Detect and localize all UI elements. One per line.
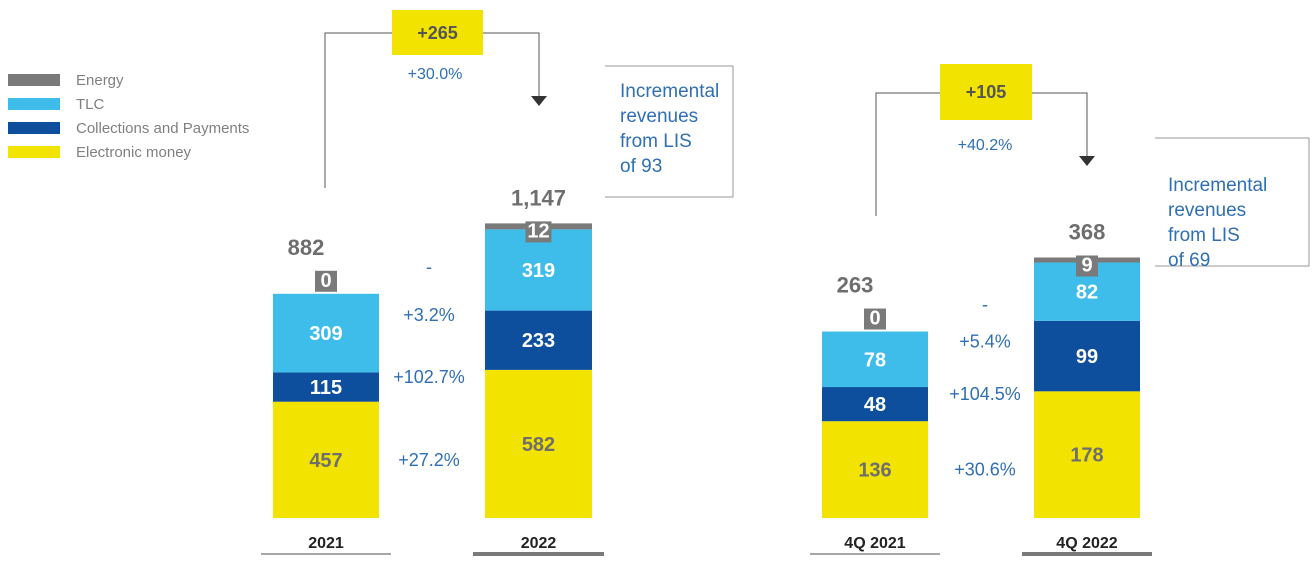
legend-label-energy: Energy [76, 72, 124, 89]
quarterly-value-4q-2022-electronic-money: 178 [1070, 445, 1103, 467]
annual-energy-value-2021: 0 [320, 270, 331, 292]
quarterly-total-4q-2022: 368 [1069, 219, 1106, 244]
annual-change-tlc: +3.2% [403, 305, 455, 325]
annual-total-2022: 1,147 [511, 185, 566, 210]
quarterly-delta-box [940, 64, 1032, 120]
legend-label-collections-and-payments: Collections and Payments [76, 120, 249, 137]
annual-panel: 457 115 309 0 882 2021 582 233 319 12 1,147 2022 - +3… [261, 10, 734, 556]
quarterly-energy-value-4q-2021: 0 [869, 308, 880, 330]
quarterly-bar-4q-2022-electronic-money [1034, 391, 1140, 518]
quarterly-bar-4q-2022-collections-and-payments [1034, 320, 1140, 392]
legend-swatch-tlc [8, 98, 60, 110]
quarterly-change-collections-and-payments: +104.5% [949, 384, 1021, 404]
annual-bar-2021-collections-and-payments [273, 372, 379, 402]
quarterly-category-4q-2021: 4Q 2021 [844, 535, 905, 552]
annual-bar-2022-electronic-money [485, 369, 592, 518]
quarterly-total-4q-2021: 263 [837, 273, 874, 298]
quarterly-note-line-4: of 69 [1168, 250, 1210, 271]
legend: Energy TLC Collections and Payments Electro… [8, 72, 249, 161]
quarterly-note-line-1: Incremental [1168, 175, 1267, 196]
quarterly-value-4q-2021-collections-and-payments: 48 [864, 394, 886, 416]
quarterly-bridge-left-line [875, 92, 940, 216]
legend-swatch-energy [8, 74, 60, 86]
annual-change-electronic-money: +27.2% [398, 450, 460, 470]
annual-bar-2021-tlc [273, 293, 379, 373]
annual-value-2022-tlc: 319 [522, 260, 555, 282]
annual-bar-2022-collections-and-payments [485, 310, 592, 370]
quarterly-change-energy: - [982, 295, 988, 315]
quarterly-delta-percent: +40.2% [958, 137, 1013, 154]
annual-value-2021-tlc: 309 [309, 323, 342, 345]
quarterly-bar-4q-2021-electronic-money [822, 421, 928, 518]
annual-category-2021: 2021 [308, 535, 344, 552]
quarterly-value-4q-2021-tlc: 78 [864, 349, 886, 371]
annual-note-line-4: of 93 [620, 156, 662, 177]
annual-note-line-3: from LIS [620, 131, 692, 152]
quarterly-bridge-arrowhead [1079, 156, 1095, 166]
annual-stacked-bars: 457 115 309 0 882 2021 582 233 319 12 1,147 2022 - +3… [261, 185, 604, 556]
annual-change-collections-and-payments: +102.7% [393, 367, 465, 387]
quarterly-note-line-3: from LIS [1168, 225, 1240, 246]
annual-note-box [605, 65, 734, 198]
quarterly-category-4q-2022: 4Q 2022 [1056, 535, 1117, 552]
quarterly-change-tlc: +5.4% [959, 331, 1011, 351]
annual-energy-badge-2022 [525, 221, 552, 243]
quarterly-energy-value-4q-2022: 9 [1081, 254, 1092, 276]
legend-label-tlc: TLC [76, 96, 105, 113]
quarterly-value-4q-2022-collections-and-payments: 99 [1076, 346, 1098, 368]
annual-bridge-left-line [324, 32, 392, 188]
annual-delta-box [392, 10, 483, 55]
annual-energy-badge-2021 [315, 270, 337, 292]
annual-bridge-arrowhead [531, 96, 547, 106]
annual-note-line-2: revenues [620, 106, 698, 127]
legend-swatch-collections-and-payments [8, 122, 60, 134]
annual-value-2021-electronic-money: 457 [309, 450, 342, 472]
quarterly-value-4q-2021-electronic-money: 136 [858, 460, 891, 482]
annual-total-2021: 882 [288, 235, 325, 260]
annual-change-energy: - [426, 257, 432, 277]
quarterly-bridge-right-line [1032, 92, 1088, 156]
quarterly-value-4q-2022-tlc: 82 [1076, 282, 1098, 304]
quarterly-energy-badge-4q-2022 [1076, 255, 1098, 277]
quarterly-change-electronic-money: +30.6% [954, 460, 1016, 480]
quarterly-energy-badge-4q-2021 [864, 308, 886, 330]
annual-delta-percent: +30.0% [408, 66, 463, 83]
quarterly-note-box [1155, 137, 1310, 267]
annual-category-2022: 2022 [521, 535, 557, 552]
quarterly-bar-4q-2021-tlc [822, 331, 928, 388]
quarterly-bar-4q-2021-collections-and-payments [822, 387, 928, 422]
annual-bar-2021-electronic-money [273, 401, 379, 518]
annual-value-2022-collections-and-payments: 233 [522, 330, 555, 352]
annual-energy-value-2022: 12 [527, 220, 549, 242]
annual-bridge-right-line [483, 32, 540, 96]
quarterly-note-line-2: revenues [1168, 200, 1246, 221]
quarterly-stacked-bars: 136 48 78 0 263 4Q 2021 178 99 82 9 368 4Q 2022 - +5.… [810, 219, 1152, 556]
quarterly-panel: 136 48 78 0 263 4Q 2021 178 99 82 9 368 4Q 2022 - +5.… [810, 64, 1310, 556]
annual-value-2021-collections-and-payments: 115 [310, 377, 342, 399]
legend-swatch-electronic-money [8, 146, 60, 158]
annual-bar-2022-tlc [485, 229, 592, 311]
quarterly-delta-value: +105 [966, 82, 1007, 102]
annual-note-line-1: Incremental [620, 81, 719, 102]
legend-label-electronic-money: Electronic money [76, 144, 192, 161]
annual-delta-value: +265 [417, 23, 458, 43]
annual-value-2022-electronic-money: 582 [522, 434, 555, 456]
